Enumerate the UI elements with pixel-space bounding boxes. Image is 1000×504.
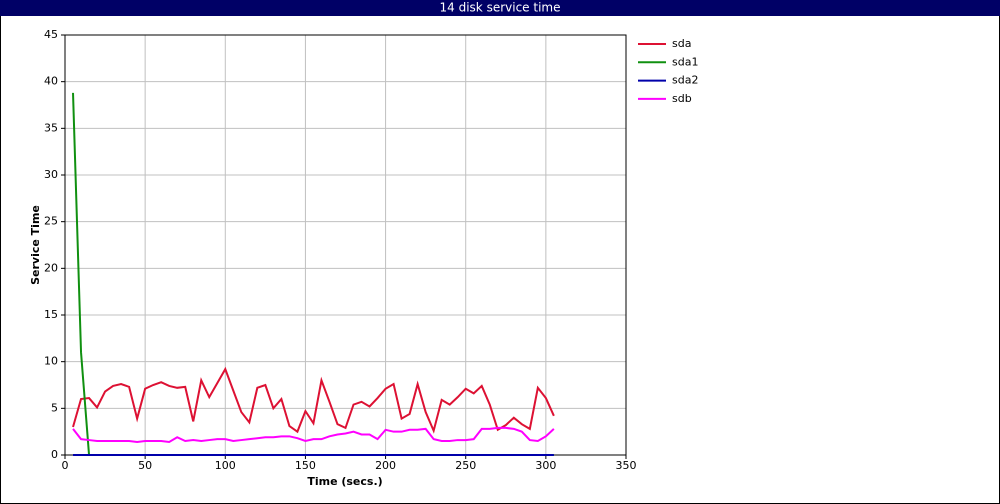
legend-label: sdb [672, 92, 692, 105]
legend-label: sda2 [672, 74, 698, 87]
x-tick-label: 50 [138, 459, 152, 472]
x-tick-label: 200 [375, 459, 396, 472]
y-tick-label: 15 [44, 308, 58, 321]
data-line [72, 426, 555, 443]
x-tick-label: 100 [215, 459, 236, 472]
y-tick-label: 20 [44, 261, 58, 274]
y-tick-label: 25 [44, 215, 58, 228]
x-tick-label: 0 [62, 459, 69, 472]
data-line [72, 366, 555, 434]
x-tick-label: 300 [535, 459, 556, 472]
x-axis-title: Time (secs.) [307, 475, 382, 488]
y-tick-label: 0 [51, 448, 58, 461]
x-tick-label: 150 [295, 459, 316, 472]
y-tick-label: 35 [44, 121, 58, 134]
y-tick-label: 40 [44, 75, 58, 88]
legend-label: sda1 [672, 55, 698, 68]
legend-label: sda [672, 37, 691, 50]
y-tick-label: 45 [44, 28, 58, 41]
x-tick-label: 350 [616, 459, 637, 472]
title-bar [0, 0, 1000, 16]
y-axis-title: Service Time [29, 205, 42, 285]
y-tick-label: 10 [44, 355, 58, 368]
y-tick-label: 30 [44, 168, 58, 181]
y-tick-label: 5 [51, 401, 58, 414]
chart-title: 14 disk service time [440, 1, 561, 15]
x-tick-label: 250 [455, 459, 476, 472]
